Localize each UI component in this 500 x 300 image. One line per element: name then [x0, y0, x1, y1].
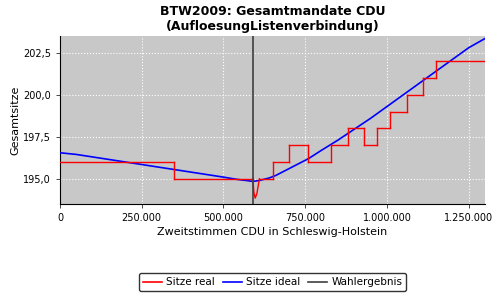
- Y-axis label: Gesamtsitze: Gesamtsitze: [10, 85, 20, 155]
- Legend: Sitze real, Sitze ideal, Wahlergebnis: Sitze real, Sitze ideal, Wahlergebnis: [138, 273, 406, 291]
- Title: BTW2009: Gesamtmandate CDU
(AufloesungListenverbindung): BTW2009: Gesamtmandate CDU (AufloesungLi…: [160, 5, 385, 33]
- X-axis label: Zweitstimmen CDU in Schleswig-Holstein: Zweitstimmen CDU in Schleswig-Holstein: [158, 227, 388, 237]
